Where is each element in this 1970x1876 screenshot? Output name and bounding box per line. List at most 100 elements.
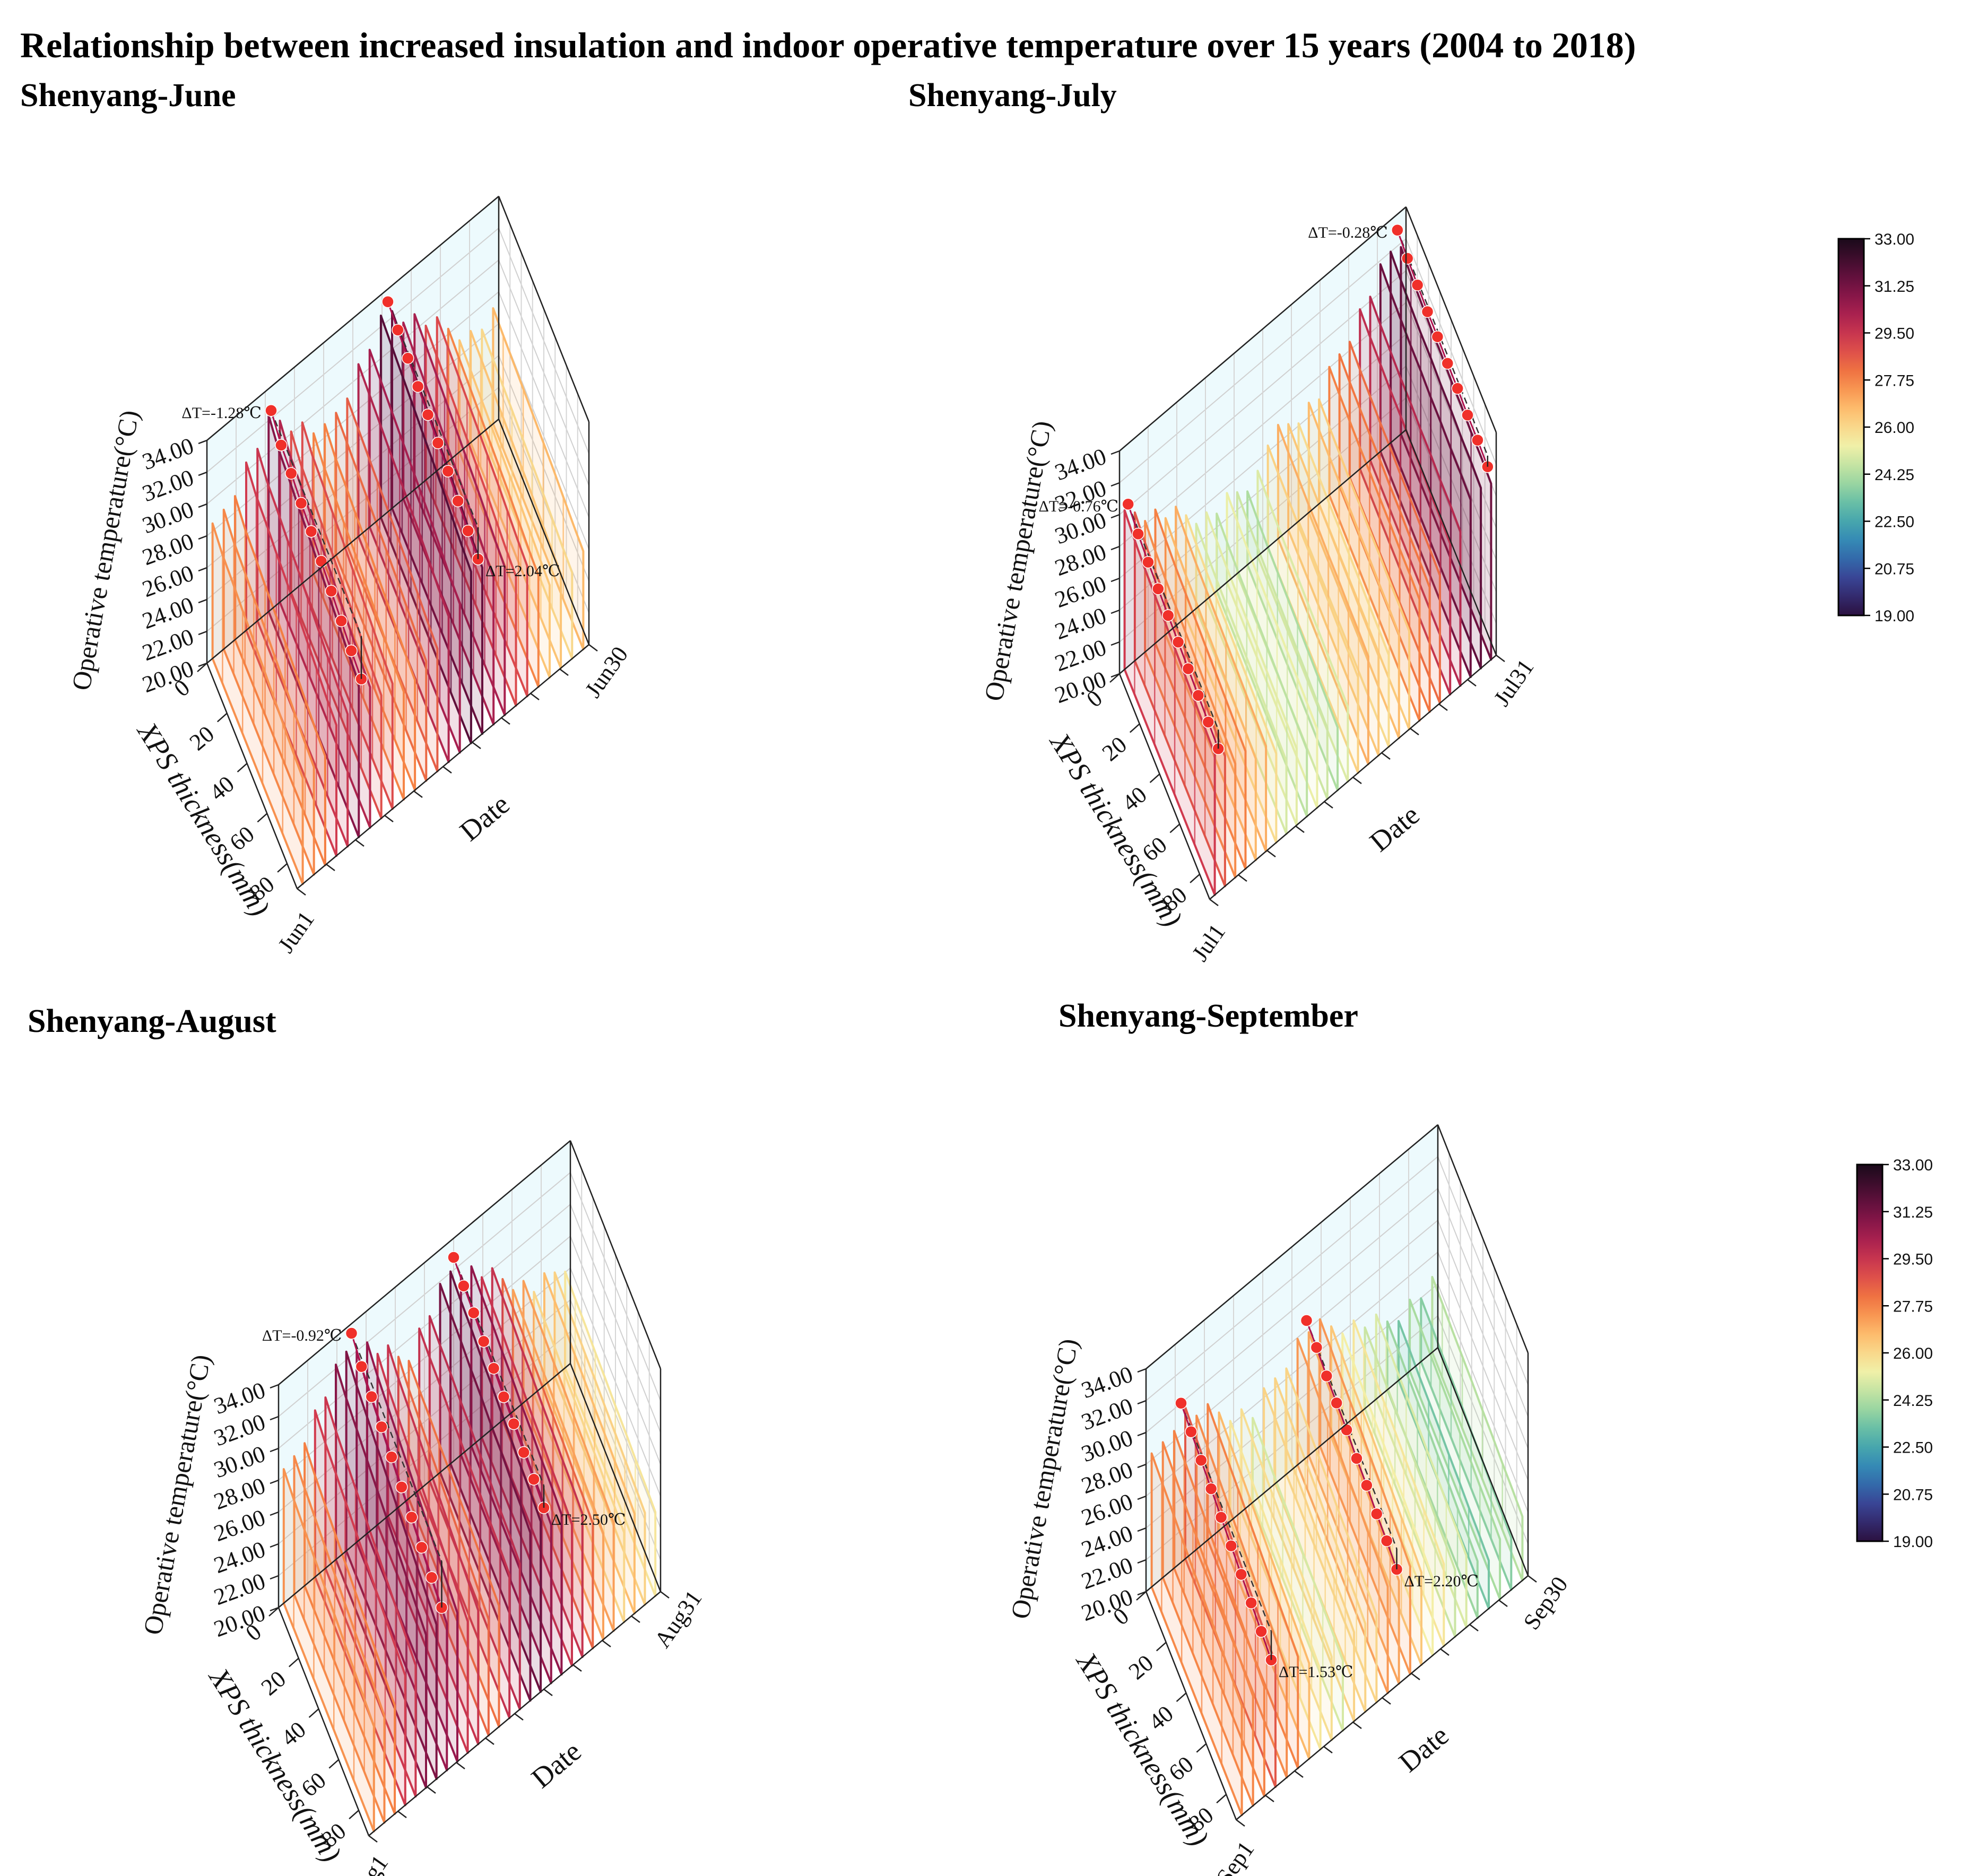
axis-frame-edge <box>1437 1347 1529 1576</box>
peak-marker <box>1401 252 1414 265</box>
colorbar-tick-label: 19.00 <box>1893 1533 1933 1551</box>
z-axis-label: Operative temperature(°C) <box>137 1352 216 1637</box>
peak-marker <box>411 380 424 393</box>
date-tick <box>1294 1770 1304 1778</box>
peak-marker <box>517 1446 530 1459</box>
date-start-label: Sep1 <box>1211 1837 1260 1876</box>
x-tick-label: 20 <box>256 1666 291 1701</box>
peak-marker <box>405 1510 418 1524</box>
peak-marker <box>1132 527 1144 541</box>
peak-marker <box>447 1251 460 1264</box>
z-tick <box>270 1384 279 1389</box>
axis-frame-edge <box>1405 206 1497 433</box>
peak-marker <box>1441 357 1454 370</box>
x-tick <box>1136 1591 1147 1601</box>
colorbar-tick-label: 24.25 <box>1874 466 1914 484</box>
x-tick <box>288 1657 299 1667</box>
peak-marker <box>375 1420 388 1434</box>
date-tick <box>384 815 394 822</box>
date-start-label: Aug1 <box>342 1851 393 1876</box>
peak-marker <box>415 1541 428 1554</box>
peak-marker <box>425 1571 438 1584</box>
peak-marker <box>1235 1568 1248 1581</box>
peak-marker <box>1202 716 1215 728</box>
date-slice <box>256 448 349 848</box>
date-tick <box>1410 728 1419 735</box>
peak-marker <box>457 1280 470 1292</box>
date-start-label: Jun1 <box>273 907 319 958</box>
peak-marker <box>431 437 445 449</box>
peak-marker <box>1225 1539 1238 1552</box>
peak-series-line <box>387 301 479 560</box>
peak-marker <box>1360 1479 1373 1492</box>
axis-frame-edge <box>1119 206 1407 451</box>
colorbar-tick-label: 31.25 <box>1893 1204 1933 1221</box>
date-end-label: Aug31 <box>649 1586 707 1653</box>
date-tick <box>397 1811 407 1818</box>
colorbar-0: 33.00 31.25 29.50 27.75 26.00 24.25 22.50 20.75… <box>1837 231 1914 625</box>
axis-frame-edge <box>1145 1591 1237 1820</box>
peak-marker <box>1162 609 1175 622</box>
colorbar-tick-label: 27.75 <box>1874 372 1914 389</box>
colorbar-tick-label: 19.00 <box>1874 607 1914 625</box>
colorbar-tick-label: 27.75 <box>1893 1298 1933 1315</box>
colorbar-tick-label: 29.50 <box>1893 1251 1933 1269</box>
date-axis-label: Date <box>1393 1719 1455 1778</box>
panel-title: Shenyang-September <box>1058 998 1358 1034</box>
date-tick <box>1209 899 1219 906</box>
axis-frame-edge <box>206 663 298 889</box>
delta-annotation: ΔT=2.50℃ <box>551 1511 626 1528</box>
date-tick <box>427 1786 436 1794</box>
date-tick <box>1295 826 1305 833</box>
delta-annotation: ΔT=2.04℃ <box>485 562 560 580</box>
colorbar-tick-label: 22.50 <box>1874 514 1914 531</box>
peak-marker <box>275 439 288 451</box>
x-tick <box>1196 1743 1207 1753</box>
peak-marker <box>1391 224 1404 237</box>
z-tick <box>1137 1368 1147 1373</box>
peak-marker <box>305 525 318 538</box>
z-tick <box>198 567 207 572</box>
axis-frame-edge <box>569 1363 662 1592</box>
date-tick <box>588 644 598 652</box>
peak-series-line <box>351 1333 442 1608</box>
peak-marker <box>1192 689 1205 702</box>
x-tick <box>349 1810 359 1820</box>
date-tick <box>326 864 335 871</box>
peak-marker <box>1340 1423 1353 1436</box>
z-axis-label: Operative temperature(°C) <box>1005 1336 1083 1621</box>
peak-marker <box>345 1327 358 1340</box>
date-tick <box>1469 1624 1479 1631</box>
peak-marker <box>1142 555 1155 569</box>
z-axis-label: Operative temperature(°C) <box>978 419 1057 704</box>
colorbar-tick-label: 20.75 <box>1874 560 1914 578</box>
date-start-label: Jul1 <box>1187 919 1230 966</box>
z-tick <box>1110 482 1120 487</box>
peak-marker <box>294 497 308 510</box>
peak-marker <box>477 1335 490 1348</box>
date-slice <box>1263 1387 1356 1723</box>
z-tick <box>270 1511 279 1516</box>
z-tick <box>1110 609 1120 614</box>
peak-marker <box>1411 279 1424 291</box>
x-tick <box>257 813 268 823</box>
z-tick <box>1110 577 1120 583</box>
axis-frame-edge <box>278 1140 571 1385</box>
panel-0: Shenyang-JuneΔT=-1.28℃ΔT=2.04℃20.0022.00… <box>20 77 633 958</box>
peak-marker <box>527 1473 540 1486</box>
x-tick-label: 20 <box>1097 731 1132 766</box>
colorbar-strip <box>1837 238 1865 616</box>
peak-marker <box>1350 1452 1363 1465</box>
peak-marker <box>402 352 414 364</box>
peak-marker <box>497 1391 510 1403</box>
date-tick <box>530 693 540 700</box>
peak-marker <box>1461 409 1474 422</box>
date-tick <box>602 1640 611 1647</box>
axis-frame-edge <box>1405 429 1497 656</box>
peak-marker <box>1171 636 1185 649</box>
z-tick <box>1110 545 1120 551</box>
date-tick <box>1323 1746 1333 1753</box>
date-tick <box>1382 1697 1391 1705</box>
x-tick <box>197 663 207 672</box>
axis-frame-edge <box>1118 673 1211 900</box>
